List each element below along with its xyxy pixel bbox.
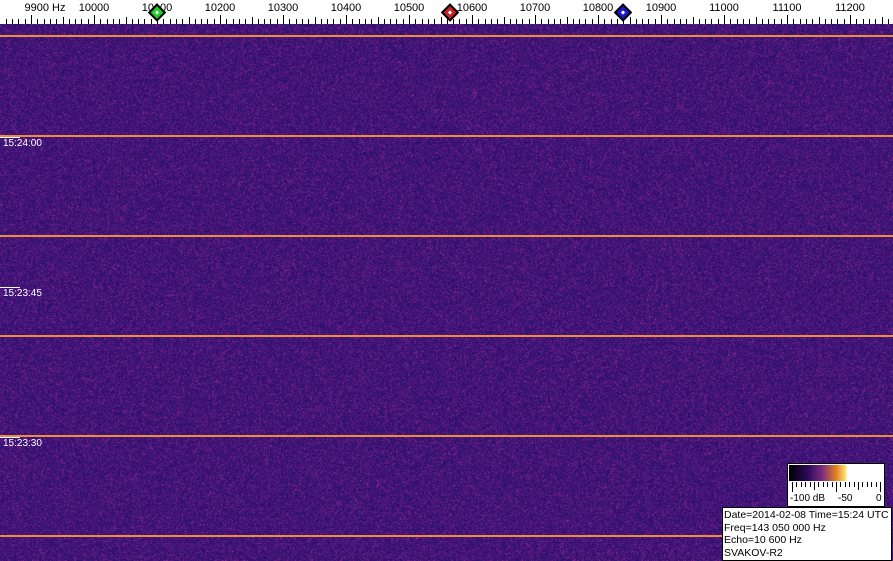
axis-tick [378, 17, 379, 24]
axis-label: 11000 [709, 2, 739, 14]
axis-label: 10300 [268, 2, 299, 14]
color-scale-legend: -100 dB -50 0 [787, 463, 885, 507]
legend-tick [810, 482, 811, 487]
legend-tick [880, 482, 881, 492]
info-date-time: Date=2014-02-08 Time=15:24 UTC [724, 509, 891, 522]
minute-marker-line [0, 435, 893, 437]
axis-tick [409, 15, 410, 24]
legend-tick [867, 482, 868, 487]
minute-marker-line [0, 235, 893, 237]
axis-tick [94, 15, 95, 24]
axis-label: 10500 [394, 2, 425, 14]
axis-label: 10200 [205, 2, 236, 14]
legend-tick [845, 482, 846, 487]
axis-label: 10800 [583, 2, 614, 14]
axis-tick [724, 15, 725, 24]
axis-tick [504, 17, 505, 24]
axis-tick [315, 17, 316, 24]
minute-marker-line [0, 135, 893, 137]
axis-tick [882, 17, 883, 24]
legend-tick [840, 482, 841, 487]
axis-tick [220, 15, 221, 24]
axis-tick [31, 15, 32, 24]
axis-tick [283, 15, 284, 24]
axis-label: 11200 [835, 2, 865, 14]
legend-tick [805, 482, 806, 487]
axis-tick [535, 15, 536, 24]
axis-tick [598, 15, 599, 24]
minute-marker-line [0, 35, 893, 37]
minute-marker-line [0, 535, 722, 537]
axis-tick [126, 17, 127, 24]
axis-tick [756, 17, 757, 24]
axis-tick [787, 15, 788, 24]
legend-tick [818, 482, 819, 487]
legend-min: -100 dB [790, 493, 825, 504]
axis-tick [693, 17, 694, 24]
color-gradient [789, 465, 883, 481]
axis-label: 11100 [773, 2, 802, 14]
axis-tick [441, 17, 442, 24]
time-label: 15:24:00 [3, 138, 42, 149]
axis-tick [567, 17, 568, 24]
axis-label: 10600 [457, 2, 488, 14]
info-station: SVAKOV-R2 [724, 547, 891, 560]
axis-label: 9900 Hz [25, 2, 66, 14]
legend-tick [792, 482, 793, 492]
axis-tick [850, 15, 851, 24]
axis-tick [661, 15, 662, 24]
legend-mid: -50 [838, 493, 852, 504]
waterfall-spectrogram [0, 24, 893, 561]
legend-tick [836, 482, 837, 492]
time-label: 15:23:45 [3, 288, 42, 299]
axis-tick [472, 15, 473, 24]
legend-tick [849, 482, 850, 487]
legend-tick [858, 482, 859, 490]
axis-tick [819, 17, 820, 24]
legend-tick [801, 482, 802, 487]
axis-tick [346, 15, 347, 24]
legend-tick [854, 482, 855, 487]
axis-tick [252, 17, 253, 24]
legend-tick [871, 482, 872, 487]
legend-max: 0 [876, 493, 882, 504]
axis-label: 10700 [520, 2, 551, 14]
axis-label: 10000 [79, 2, 110, 14]
legend-tick [876, 482, 877, 487]
legend-tick [814, 482, 815, 490]
axis-tick [189, 17, 190, 24]
legend-tick [827, 482, 828, 487]
axis-tick [63, 17, 64, 24]
axis-tick [630, 17, 631, 24]
info-echo: Echo=10 600 Hz [724, 534, 891, 547]
time-label: 15:23:30 [3, 438, 42, 449]
legend-tick [823, 482, 824, 487]
legend-tick [832, 482, 833, 487]
info-frequency: Freq=143 050 000 Hz [724, 522, 891, 535]
minute-marker-line [0, 335, 893, 337]
axis-label: 10900 [646, 2, 677, 14]
frequency-axis: 9900 Hz100001010010200103001040010500106… [0, 0, 893, 24]
legend-tick [796, 482, 797, 487]
legend-tick [862, 482, 863, 487]
axis-label: 10400 [331, 2, 362, 14]
info-box: Date=2014-02-08 Time=15:24 UTC Freq=143 … [722, 507, 892, 561]
